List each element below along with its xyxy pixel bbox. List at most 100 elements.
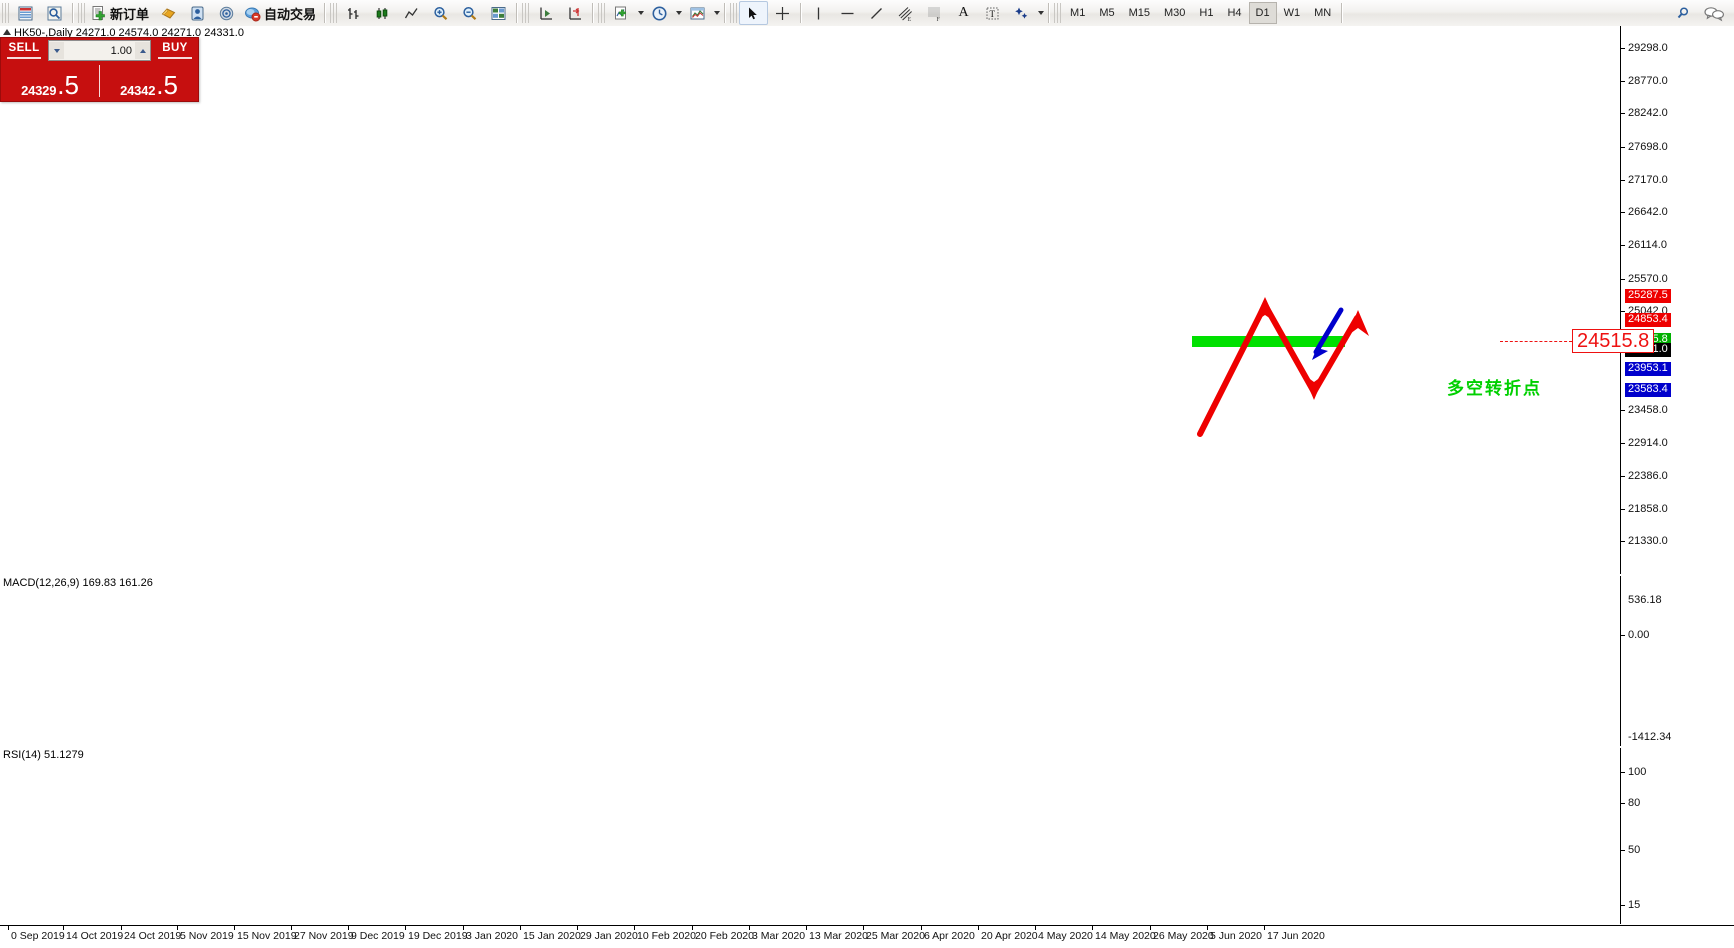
text-label-icon[interactable]: T <box>978 1 1007 25</box>
signals-icon[interactable] <box>212 1 241 25</box>
green-zone-annotation[interactable] <box>1192 336 1345 347</box>
price-axis[interactable]: 29298.0 28770.0 28242.0 27698.0 27170.0 26642… <box>1621 26 1731 574</box>
date-axis[interactable]: 0 Sep 2019 14 Oct 2019 24 Oct 2019 5 Nov 20… <box>0 925 1734 948</box>
date-axis-tick <box>863 926 864 930</box>
toolbar-grip[interactable] <box>598 3 606 23</box>
volume-stepper[interactable]: 1.00 <box>48 40 151 61</box>
auto-trading-button[interactable]: 自动交易 <box>241 1 321 25</box>
toolbar-grip[interactable] <box>1054 3 1062 23</box>
date-axis-label: 15 Jan 2020 <box>523 930 581 942</box>
volume-increase-icon[interactable] <box>135 42 150 59</box>
price-tag-resistance-lower[interactable]: 24853.4 <box>1625 313 1671 327</box>
date-axis-tick <box>749 926 750 930</box>
volume-decrease-icon[interactable] <box>49 42 64 59</box>
vertical-line-icon[interactable] <box>804 1 833 25</box>
indicators-icon[interactable] <box>607 1 636 25</box>
toolbar-grip[interactable] <box>730 3 738 23</box>
date-axis-tick <box>121 926 122 930</box>
crosshair-icon[interactable] <box>768 1 797 25</box>
buy-label: BUY <box>162 42 188 54</box>
date-axis-label: 14 May 2020 <box>1095 930 1156 942</box>
price-tag-resistance-upper[interactable]: 25287.5 <box>1625 289 1671 303</box>
strategy-tester-icon[interactable] <box>183 1 212 25</box>
auto-scroll-icon[interactable] <box>531 1 560 25</box>
one-click-trading-panel[interactable]: SELL 1.00 BUY 24329 .5 24342 .5 <box>0 37 199 102</box>
chevron-down-icon[interactable] <box>712 3 721 23</box>
timeframe-h4[interactable]: H4 <box>1227 7 1242 19</box>
date-axis-label: 5 Jun 2020 <box>1210 930 1262 942</box>
market-watch-icon[interactable] <box>11 1 40 25</box>
trendline-icon[interactable] <box>862 1 891 25</box>
toolbar-separator <box>324 3 326 23</box>
timeframe-m5[interactable]: M5 <box>1099 7 1115 19</box>
rsi-axis-tick-label: 80 <box>1628 797 1641 810</box>
chat-icon[interactable] <box>1699 1 1728 25</box>
timeframe-m15[interactable]: M15 <box>1128 7 1150 19</box>
zoom-out-icon[interactable] <box>455 1 484 25</box>
turning-point-text[interactable]: 多空转折点 <box>1447 379 1542 399</box>
chart-shift-icon[interactable] <box>560 1 589 25</box>
date-axis-tick <box>1035 926 1036 930</box>
rsi-axis[interactable]: 100 80 50 15 <box>1621 748 1731 924</box>
callout-connector <box>1500 341 1572 342</box>
price-divider <box>99 65 100 97</box>
search-icon[interactable] <box>1670 1 1699 25</box>
buy-button[interactable]: BUY <box>152 42 198 59</box>
macd-axis-tick-label: -1412.34 <box>1628 731 1672 743</box>
price-tag-support-lower[interactable]: 23583.4 <box>1625 383 1671 397</box>
timeframe-mn[interactable]: MN <box>1314 7 1332 19</box>
templates-icon[interactable] <box>683 1 712 25</box>
shapes-icon[interactable] <box>1007 1 1036 25</box>
toolbar-grip[interactable] <box>2 3 9 23</box>
text-icon[interactable]: A <box>958 5 969 20</box>
chevron-down-icon[interactable] <box>674 3 683 23</box>
price-axis-tick <box>1621 508 1625 510</box>
sell-price-integer: 24329 <box>21 83 57 98</box>
date-axis-tick <box>978 926 979 930</box>
zoom-in-icon[interactable] <box>426 1 455 25</box>
chevron-down-icon[interactable] <box>636 3 645 23</box>
chart-canvas[interactable]: HK50-,Daily 24271.0 24574.0 24271.0 2433… <box>0 26 1734 948</box>
timeframe-d1[interactable]: D1 <box>1248 2 1277 24</box>
buy-price[interactable]: 24342 .5 <box>100 63 198 99</box>
svg-text:F: F <box>937 17 941 22</box>
metaeditor-icon[interactable] <box>154 1 183 25</box>
periods-icon[interactable] <box>645 1 674 25</box>
candlestick-chart-icon[interactable] <box>368 1 397 25</box>
tile-windows-icon[interactable] <box>484 1 513 25</box>
price-axis-tick-label: 22914.0 <box>1628 437 1668 450</box>
cursor-icon[interactable] <box>739 1 769 25</box>
date-axis-tick <box>692 926 693 930</box>
date-axis-label: 24 Oct 2019 <box>124 930 182 942</box>
chevron-down-icon[interactable] <box>1036 3 1045 23</box>
new-order-button[interactable]: 新订单 <box>87 1 154 25</box>
equidistant-channel-icon[interactable]: E <box>891 1 920 25</box>
date-axis-tick <box>1264 926 1265 930</box>
sell-button[interactable]: SELL <box>1 42 47 59</box>
bar-chart-icon[interactable] <box>339 1 368 25</box>
timeframe-m30[interactable]: M30 <box>1164 7 1186 19</box>
volume-value[interactable]: 1.00 <box>110 44 132 57</box>
timeframe-w1[interactable]: W1 <box>1283 7 1301 19</box>
auto-trading-label: 自动交易 <box>264 6 317 22</box>
toolbar-grip[interactable] <box>330 3 338 23</box>
timeframe-m1[interactable]: M1 <box>1070 7 1086 19</box>
macd-axis[interactable]: 536.18 0.00 -1412.34 <box>1621 576 1731 746</box>
line-chart-icon[interactable] <box>397 1 426 25</box>
price-callout[interactable]: 24515.8 <box>1572 329 1655 353</box>
timeframe-h1[interactable]: H1 <box>1199 7 1214 19</box>
toolbar-separator <box>592 3 594 23</box>
date-axis-label: 3 Jan 2020 <box>466 930 518 942</box>
toolbar-grip[interactable] <box>522 3 530 23</box>
fibonacci-retracement-icon[interactable]: F <box>920 1 949 25</box>
chart-expand-icon[interactable] <box>3 29 11 35</box>
price-axis-tick-label: 22386.0 <box>1628 469 1668 482</box>
price-tag-support-upper[interactable]: 23953.1 <box>1625 362 1671 376</box>
toolbar-grip[interactable] <box>78 3 85 23</box>
rsi-axis-tick <box>1621 905 1625 907</box>
horizontal-line-icon[interactable] <box>833 1 862 25</box>
sell-price[interactable]: 24329 .5 <box>1 63 99 99</box>
data-window-icon[interactable] <box>40 1 69 25</box>
price-axis-tick <box>1621 146 1625 148</box>
